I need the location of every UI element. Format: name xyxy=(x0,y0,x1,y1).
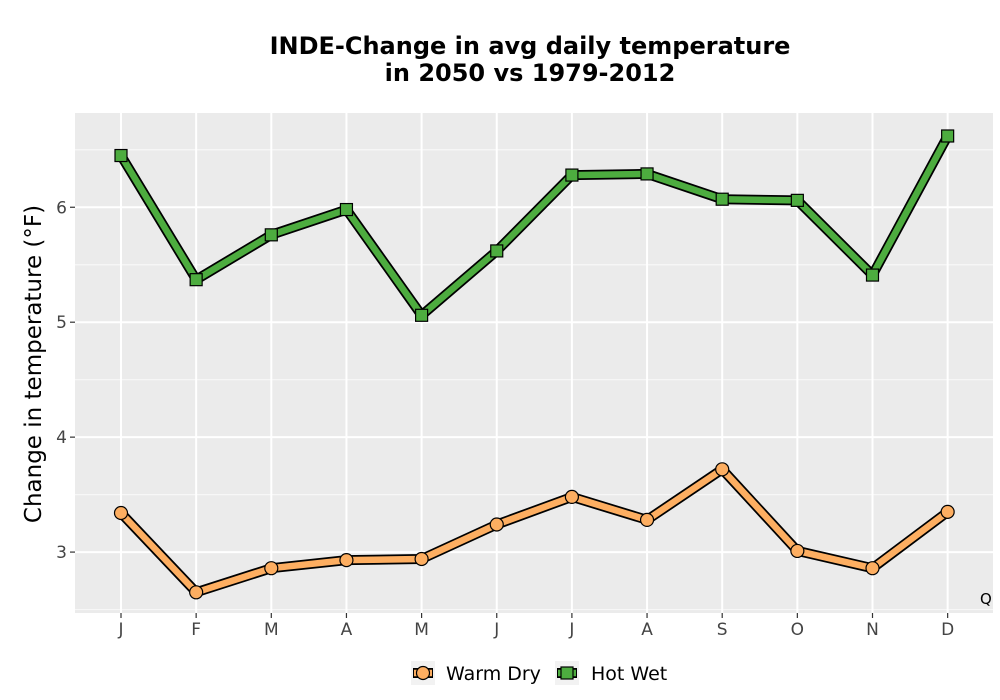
corner-annotation: Q xyxy=(980,590,992,608)
data-point-hot-wet xyxy=(189,273,203,287)
data-point-hot-wet xyxy=(565,168,579,182)
x-tick-label: J xyxy=(493,620,499,640)
x-tick-label: A xyxy=(341,620,353,640)
y-tick-label: 3 xyxy=(56,543,67,563)
data-point-hot-wet xyxy=(114,148,128,163)
data-point-warm-dry xyxy=(414,551,429,567)
series-hot-wet xyxy=(114,129,955,322)
data-point-hot-wet xyxy=(415,308,429,322)
x-tick-label: S xyxy=(717,620,728,640)
data-point-hot-wet xyxy=(941,129,955,143)
x-tick-label: N xyxy=(866,620,879,640)
data-point-hot-wet xyxy=(339,202,354,217)
chart-title: INDE-Change in avg daily temperature in … xyxy=(270,32,791,87)
x-tick-label: M xyxy=(264,620,279,640)
series-line-warm-dry xyxy=(117,466,951,596)
y-tick-label: 4 xyxy=(56,428,67,448)
y-axis-title: Change in temperature (°F) xyxy=(21,205,47,523)
legend: Warm Dry Hot Wet xyxy=(411,661,667,685)
y-tick-label: 5 xyxy=(56,313,67,333)
x-tick-label: O xyxy=(791,620,804,640)
y-axis: 3 4 5 6 xyxy=(56,198,75,563)
series-warm-dry xyxy=(113,462,955,600)
chart-title-line-1: INDE-Change in avg daily temperature xyxy=(270,32,791,60)
data-point-warm-dry xyxy=(564,489,580,505)
x-tick-label: A xyxy=(641,620,653,640)
data-point-hot-wet xyxy=(264,228,278,242)
data-point-hot-wet xyxy=(490,244,504,258)
data-point-warm-dry xyxy=(715,462,730,477)
legend-label: Warm Dry xyxy=(446,663,541,685)
data-point-warm-dry xyxy=(790,543,805,559)
x-tick-label: J xyxy=(117,620,123,640)
x-tick-label: J xyxy=(568,620,574,640)
series-layer xyxy=(113,129,955,600)
grid-major xyxy=(75,113,993,613)
data-point-warm-dry xyxy=(189,585,204,600)
data-point-warm-dry xyxy=(113,505,129,521)
data-point-warm-dry xyxy=(639,512,655,527)
data-point-warm-dry xyxy=(489,517,504,532)
series-line-hot-wet xyxy=(117,132,951,319)
data-point-hot-wet xyxy=(865,268,880,282)
x-tick-label: D xyxy=(941,620,954,640)
legend-marker xyxy=(560,666,574,680)
legend-label: Hot Wet xyxy=(591,663,667,685)
data-point-warm-dry xyxy=(865,561,880,576)
data-point-warm-dry xyxy=(940,504,955,519)
x-tick-label: M xyxy=(414,620,429,640)
data-point-warm-dry xyxy=(339,553,354,568)
legend-marker xyxy=(415,665,431,681)
legend-item-hot-wet: Hot Wet xyxy=(555,661,667,685)
legend-item-warm-dry: Warm Dry xyxy=(411,661,541,685)
data-point-hot-wet xyxy=(640,167,654,181)
data-point-hot-wet xyxy=(715,192,729,206)
x-tick-label: F xyxy=(191,620,201,640)
data-point-hot-wet xyxy=(790,193,804,207)
plot-panel xyxy=(75,113,993,613)
data-point-warm-dry xyxy=(264,561,279,576)
chart-title-line-2: in 2050 vs 1979-2012 xyxy=(385,59,676,87)
y-tick-label: 6 xyxy=(56,198,67,218)
